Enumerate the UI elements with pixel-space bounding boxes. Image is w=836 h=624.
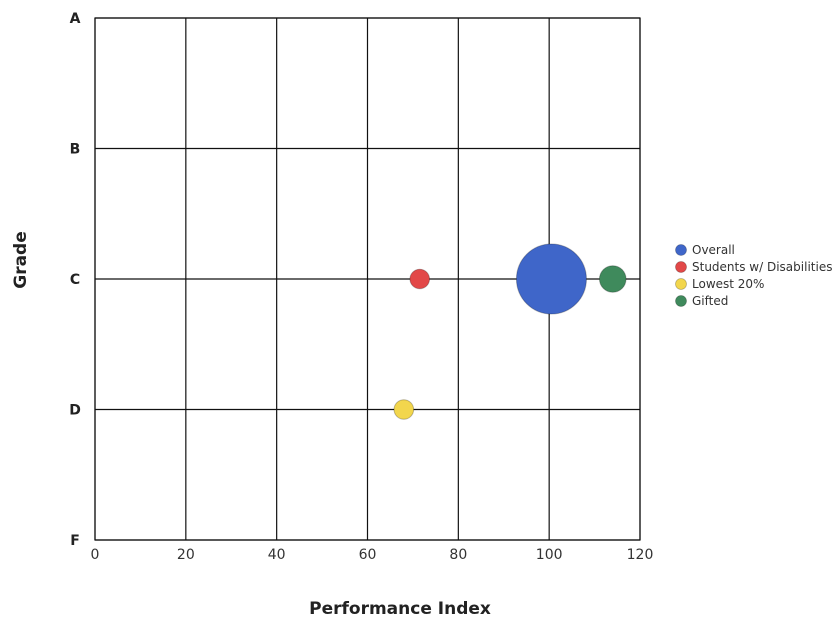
x-tick-label: 20	[177, 547, 195, 563]
y-tick-label: A	[70, 11, 81, 27]
bubble-point	[598, 265, 627, 293]
bubbles	[393, 243, 627, 420]
legend: Overall Students w/ Disabilities Lowest 20…	[675, 243, 832, 308]
bubble-point	[515, 243, 587, 315]
x-tick-label: 0	[91, 547, 100, 563]
y-axis-ticks: F D C B A	[69, 11, 81, 549]
bubble-point	[409, 268, 431, 290]
legend-marker	[675, 295, 687, 307]
x-tick-label: 120	[627, 547, 654, 563]
legend-label: Gifted	[692, 294, 728, 308]
y-axis-title: Grade	[11, 231, 31, 289]
x-axis-title: Performance Index	[309, 599, 491, 619]
legend-marker	[675, 244, 687, 256]
y-tick-label: C	[70, 272, 80, 288]
legend-label: Students w/ Disabilities	[692, 260, 832, 274]
x-tick-label: 80	[449, 547, 467, 563]
legend-marker	[675, 278, 687, 290]
x-axis-ticks: 0 20 40 60 80 100 120	[91, 547, 654, 563]
x-tick-label: 60	[359, 547, 377, 563]
x-tick-label: 100	[536, 547, 563, 563]
y-tick-label: D	[69, 403, 81, 419]
legend-label: Lowest 20%	[692, 277, 764, 291]
x-tick-label: 40	[268, 547, 286, 563]
y-tick-label: F	[70, 533, 80, 549]
legend-marker	[675, 261, 687, 273]
y-tick-label: B	[70, 142, 81, 158]
legend-label: Overall	[692, 243, 735, 257]
bubble-point	[393, 399, 415, 420]
